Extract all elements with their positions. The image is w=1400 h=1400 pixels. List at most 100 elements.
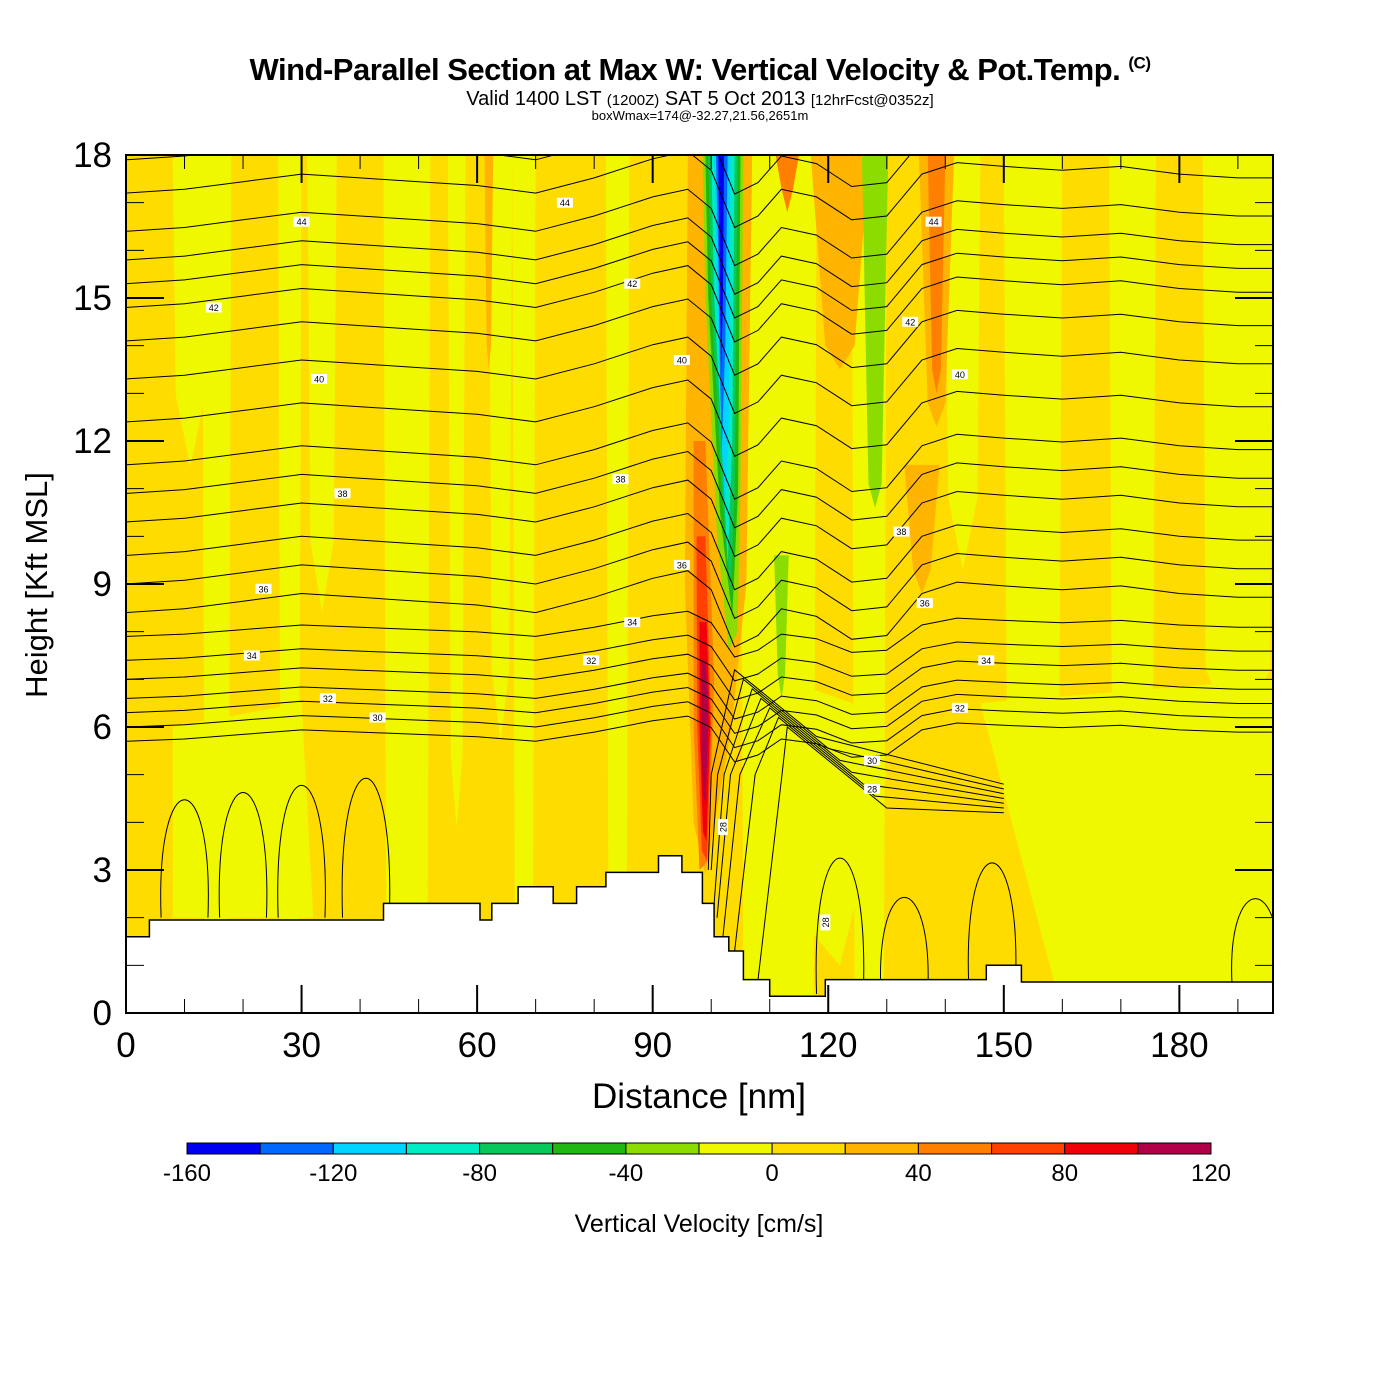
contour-label: 28 [864,784,881,795]
isentrope-line [126,422,1273,500]
colorbar-swatch [405,1142,480,1155]
contour-label-text: 30 [373,713,383,723]
contour-label-box [864,784,881,794]
contour-label: 34 [624,617,641,628]
isentrope-line [126,265,1273,343]
contour-label: 44 [293,216,310,227]
isentrope-line [126,715,1273,763]
contour-label-box [205,302,222,313]
contour-label-box [925,216,942,227]
isentrope-line [126,298,1273,376]
x-axis-label: Distance [nm] [592,1077,806,1116]
updraft-band [775,155,799,213]
contour-label-box [556,197,573,208]
isentrope-line [126,541,1273,619]
colorbar-swatch [625,1142,700,1155]
contour-label-text: 34 [627,618,637,628]
colorbar-swatch [479,1142,554,1155]
isentrope-line [757,726,1004,980]
y-tick-label: 0 [93,994,112,1033]
contour-label-text: 36 [677,560,687,570]
contour-label-text: 34 [981,656,991,666]
updraft-core [701,660,709,804]
colorbar-swatch [844,1142,919,1155]
contour-label: 40 [311,374,328,385]
y-tick-label: 12 [73,422,112,461]
contour-label: 40 [951,369,968,380]
isentrope-line [126,610,1273,658]
updraft-weak-band [172,155,208,467]
contour-label-box [319,693,336,704]
y-tick-label: 18 [73,136,112,175]
contour-label: 30 [369,712,386,723]
contour-label-text: 40 [314,375,324,385]
chart-subtitle: Valid 1400 LST (1200Z) SAT 5 Oct 2013 [1… [0,88,1400,111]
isentrope-line [734,716,1004,952]
contour-label-text: 36 [258,584,268,594]
x-tick-label: 60 [458,1026,497,1065]
isentrope-line [126,570,1273,648]
isentrope-loop [341,778,391,918]
isentrope-line [126,512,1273,591]
terrain-mask [126,854,1273,1013]
contour-label-box [893,526,910,537]
valid-utc: (1200Z) [606,92,660,109]
isentrope-line [126,155,1273,229]
contour-label-text: 42 [905,317,915,327]
contour-label: 36 [255,583,272,594]
isentrope-line [126,450,1273,529]
isentrope-line [126,188,1273,267]
contour-label-box [243,650,260,661]
contour-label-box [820,914,831,931]
copyright-mark: (C) [1128,53,1151,73]
contour-label: 32 [951,702,968,713]
isentrope-line [126,241,1273,319]
box-wmax-info: boxWmax=174@-32.27,21.56,2651m [591,108,809,123]
isentrope-loop [1231,898,1273,985]
contour-label-box [624,278,641,289]
updraft-band [126,765,162,918]
updraft-weak-band [945,155,981,570]
contour-label-text: 38 [896,527,906,537]
updraft-weak-band [746,665,887,966]
colorbar-swatch [771,1142,846,1155]
updraft-weak-band [447,155,466,828]
colorbar-swatch [1064,1142,1139,1155]
contour-label: 30 [864,755,881,766]
contour-label-box [978,655,995,666]
contour-label-text: 38 [337,489,347,499]
contour-label: 32 [583,655,600,666]
plot-area: 44 44 44 42 42 42 40 40 40 38 38 38 36 36 36 34 34 34 32 32… [126,155,1273,1013]
isentrope-line [126,217,1273,295]
contour-label-text: 34 [247,651,257,661]
x-tick-label: 0 [116,1026,135,1065]
contour-label-box [612,474,629,485]
isentrope-loop [277,785,326,918]
contour-label-box [951,702,968,713]
updraft-weak-band [488,155,513,742]
contour-label-text: 44 [560,198,570,208]
colorbar-swatch [332,1142,407,1155]
chart-title: Wind-Parallel Section at Max W: Vertical… [0,52,1400,88]
contour-label-text: 42 [627,279,637,289]
contour-label-box [902,316,919,327]
contour-label: 36 [673,559,690,570]
isentrope-line [126,479,1273,558]
contour-label-text: 28 [718,822,728,832]
contour-label-box [717,819,728,836]
isentrope-line [126,155,911,195]
colorbar-swatch [698,1142,773,1155]
updraft-weak-band [605,155,630,1013]
updraft-band [927,155,946,394]
theta-contours [126,155,1273,994]
downdraft-band [774,555,789,699]
isentrope-line [126,686,1273,734]
updraft-weak-band [1109,155,1156,828]
wfield-bands [126,155,1273,1013]
contour-label-box [334,488,351,499]
contour-label-box [293,216,310,227]
colorbar-swatch [1137,1142,1212,1155]
x-tick-label: 30 [282,1026,321,1065]
contour-label-box [624,617,641,628]
updraft-band [484,155,494,370]
